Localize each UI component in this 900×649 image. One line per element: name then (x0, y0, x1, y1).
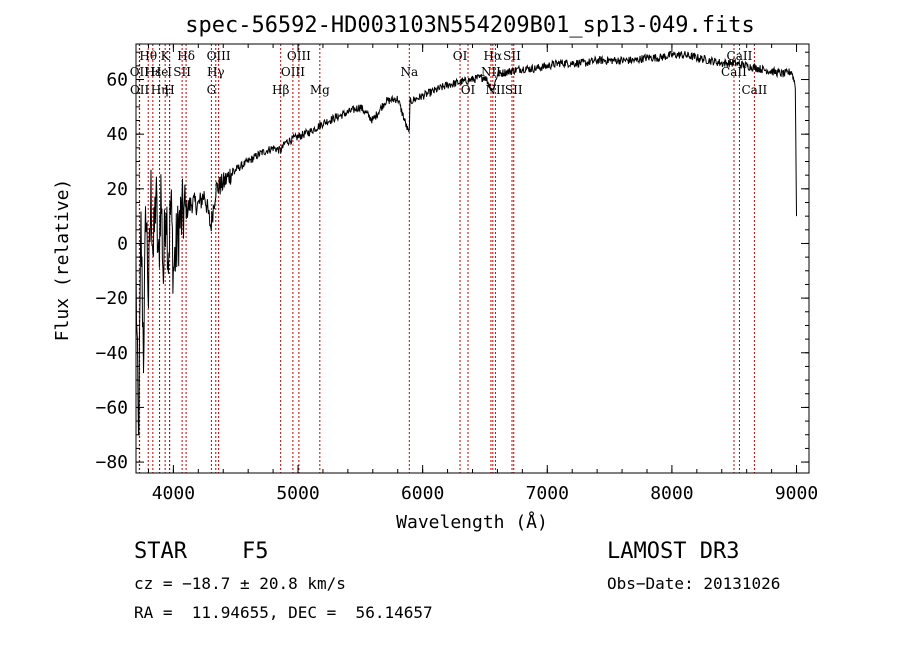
y-tick-label: 20 (106, 179, 128, 200)
spectral-line-label: Hβ (272, 83, 289, 97)
y-tick-label: −20 (95, 288, 128, 309)
spectral-line-label: NII (481, 65, 501, 79)
spectral-line-label: SII (503, 49, 521, 63)
spectral-line-label: K (161, 49, 171, 63)
y-axis-label: Flux (relative) (52, 179, 73, 342)
x-tick-label: 6000 (401, 483, 444, 504)
x-axis-label: Wavelength (Å) (396, 511, 548, 533)
class-label: STAR (134, 539, 187, 564)
spectral-line-label: Mg (310, 83, 330, 97)
spectral-line-label: Hη (151, 83, 169, 97)
plot-frame (135, 43, 810, 474)
x-axis: 4000 5000 6000 7000 8000 9000 (147, 44, 818, 504)
survey-label: LAMOST DR3 (607, 539, 740, 564)
x-tick-label: 4000 (152, 483, 195, 504)
x-tick-label: 7000 (526, 483, 569, 504)
spectral-line-label: OII (130, 65, 150, 79)
subclass-label: F5 (242, 539, 269, 564)
y-tick-label: 40 (106, 124, 128, 145)
coordinates-text: RA = 11.94655, DEC = 56.14657 (134, 603, 433, 622)
y-axis: −80 −60 −40 −20 0 20 40 60 (95, 51, 809, 473)
spectral-line-label: SII (505, 83, 523, 97)
spectral-line-label: Hα (484, 49, 503, 63)
spectral-line-label: Na (400, 65, 418, 79)
y-tick-label: −40 (95, 343, 128, 364)
obs-date-text: Obs−Date: 20131026 (607, 574, 781, 593)
spectral-line-label: CaII (727, 49, 753, 63)
spectral-line-label: OIII (281, 65, 305, 79)
y-tick-label: 60 (106, 70, 128, 91)
redshift-text: cz = −18.7 ± 20.8 km/s (134, 574, 346, 593)
spectral-line-label: He (151, 65, 169, 79)
y-tick-label: 0 (117, 233, 128, 254)
chart-title: spec-56592-HD003103N554209B01_sp13-049.f… (185, 13, 755, 38)
y-tick-label: −80 (95, 452, 128, 473)
y-tick-label: −60 (95, 397, 128, 418)
spectral-line-label: OIII (287, 49, 311, 63)
x-tick-label: 8000 (650, 483, 693, 504)
spectral-line-label: Hθ (139, 49, 157, 63)
spectral-line-label: SII (173, 65, 191, 79)
spectral-line-label: OI (453, 49, 468, 63)
spectral-line-label: CaII (741, 83, 767, 97)
x-tick-label: 9000 (775, 483, 818, 504)
spectral-line-label: Hδ (177, 49, 195, 63)
spectral-line-label: OII (130, 83, 150, 97)
spectral-line-label: Hε (144, 65, 161, 79)
spectral-line-label: CaII (721, 65, 747, 79)
spectral-line-label: Hγ (207, 65, 225, 79)
spectral-line-markers (138, 44, 755, 473)
spectral-line-label: OIII (207, 49, 231, 63)
spectral-line-label: OI (461, 83, 476, 97)
spectral-line-label: H (164, 83, 174, 97)
spectral-line-label: G (207, 83, 217, 97)
x-tick-label: 5000 (276, 483, 319, 504)
spectral-line-label: I (167, 65, 172, 79)
spectrum-line (135, 50, 797, 436)
